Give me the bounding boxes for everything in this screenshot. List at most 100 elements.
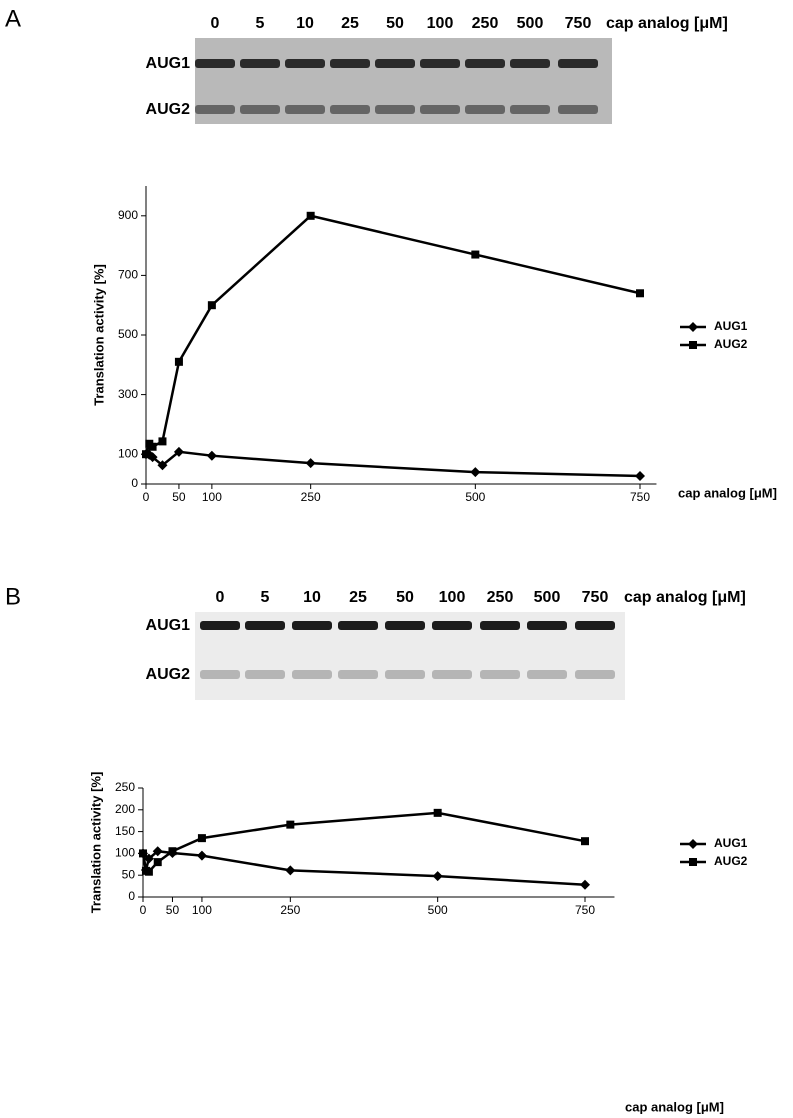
gel-band [285,105,325,114]
x-tick-label: 100 [202,490,222,504]
gel-band [385,621,425,630]
gel-unit: cap analog [μM] [624,589,746,606]
gel-band [420,59,460,68]
marker [432,871,443,882]
gel-band [465,105,505,114]
series-line [141,811,586,874]
lane-label: 750 [565,15,592,32]
y-tick-label: 100 [118,446,138,460]
band-label: AUG2 [146,101,191,118]
y-tick-label: 200 [115,802,135,816]
gel-band [195,105,235,114]
gel-band [432,670,472,679]
marker [147,452,158,463]
gel-band [480,621,520,630]
gel-band [338,621,378,630]
marker [688,839,698,849]
gel-band [510,59,550,68]
y-tick-label: 0 [131,476,138,490]
y-tick-label: 500 [118,327,138,341]
x-tick-label: 250 [280,903,300,917]
x-tick-label: 50 [166,903,180,917]
y-tick-label: 100 [115,846,135,860]
x-tick-label: 50 [172,490,186,504]
lane-label: 25 [349,589,367,606]
marker [158,437,167,446]
gel-band [527,621,567,630]
lane-label: 50 [386,15,404,32]
marker [471,250,480,259]
x-tick-label: 500 [465,490,485,504]
gel-band [292,621,332,630]
x-tick-label: 250 [301,490,321,504]
lane-label: 10 [303,589,321,606]
gel-band [245,621,285,630]
marker [173,446,184,457]
y-axis-label: Translation activity [%] [91,264,106,406]
gel-band [240,105,280,114]
lane-label: 750 [582,589,609,606]
y-tick-label: 50 [122,867,136,881]
marker [688,322,698,332]
lane-label: 25 [341,15,359,32]
marker [197,834,206,843]
gel-band [420,105,460,114]
marker [636,289,644,298]
y-tick-label: 150 [115,824,135,838]
marker [470,467,481,478]
x-tick-label: 750 [630,490,650,504]
marker [157,460,168,471]
marker [153,858,162,867]
gel-band [480,670,520,679]
marker [433,808,442,817]
series-line [145,450,641,478]
lane-label: 0 [211,15,220,32]
gel-band [245,670,285,679]
gel-band [465,59,505,68]
marker [148,442,157,451]
band-label: AUG1 [146,617,191,634]
legend-label: AUG2 [714,854,748,868]
lane-label: 500 [517,15,544,32]
lane-label: 100 [439,589,466,606]
y-tick-label: 250 [115,780,135,794]
series-line [144,214,641,455]
marker [174,357,183,366]
gel-band [575,670,615,679]
marker [168,847,177,856]
panel-label: A [5,5,21,32]
gel-band [510,105,550,114]
lane-label: 10 [296,15,314,32]
y-tick-label: 0 [128,889,135,903]
marker [152,846,163,857]
lane-label: 5 [256,15,265,32]
band-label: AUG2 [146,666,191,683]
lane-label: 0 [216,589,225,606]
gel-band [200,670,240,679]
marker [580,879,590,890]
x-tick-label: 100 [192,903,212,917]
marker [206,450,217,461]
gel-band [558,105,598,114]
x-axis-label: cap analog [μM] [625,1099,724,1114]
marker [142,450,150,459]
x-tick-label: 750 [575,903,595,917]
marker [305,458,316,469]
gel-band [330,59,370,68]
gel-band [240,59,280,68]
series-line [141,849,586,887]
marker [144,867,153,876]
marker [306,211,315,220]
gel-band [195,59,235,68]
y-tick-label: 300 [118,387,138,401]
marker [139,849,147,858]
lane-label: 500 [534,589,561,606]
gel-band [200,621,240,630]
gel-band [375,59,415,68]
gel-band [385,670,425,679]
legend-label: AUG1 [714,836,748,850]
marker [196,850,207,861]
x-axis-label: cap analog [μM] [678,485,777,500]
y-axis-label: Translation activity [%] [88,772,103,914]
y-tick-label: 700 [118,268,138,282]
